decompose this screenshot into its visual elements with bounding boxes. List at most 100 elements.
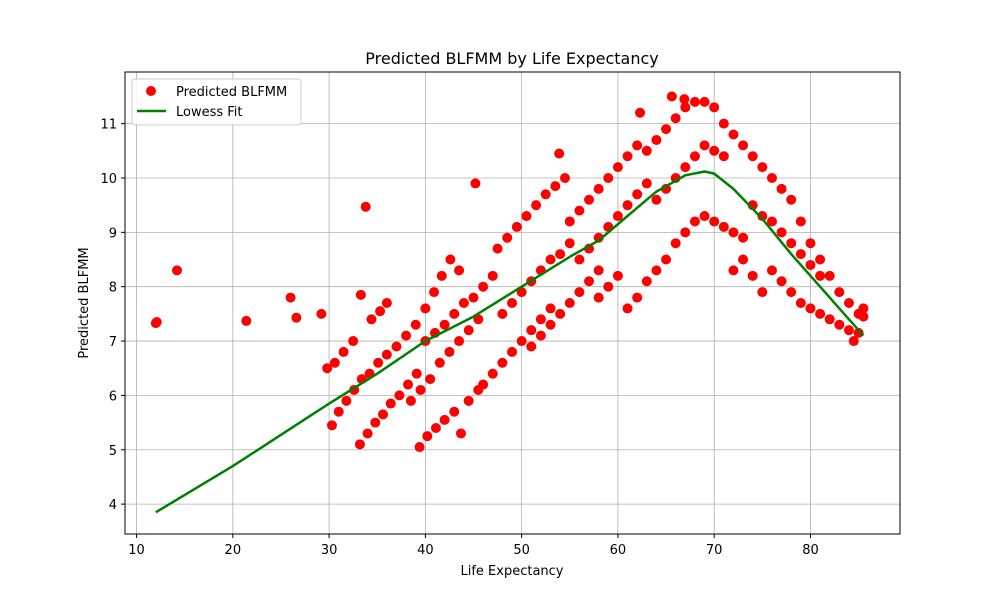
data-point — [622, 151, 633, 162]
x-tick-label: 60 — [610, 543, 627, 558]
data-point — [439, 414, 450, 425]
data-point — [564, 298, 575, 308]
data-point — [473, 314, 484, 325]
data-point — [354, 439, 365, 450]
data-point — [338, 346, 349, 357]
data-point — [401, 330, 412, 341]
data-point — [554, 148, 565, 159]
data-point — [786, 194, 797, 205]
data-point — [651, 134, 662, 145]
data-point — [641, 178, 652, 189]
legend-label-predicted: Predicted BLFMM — [176, 85, 287, 100]
x-tick-label: 70 — [706, 543, 723, 558]
data-point — [680, 102, 691, 113]
data-point — [738, 140, 749, 151]
data-point — [322, 363, 333, 374]
data-point — [776, 276, 787, 287]
data-point — [360, 201, 371, 212]
data-point — [747, 151, 758, 162]
data-point — [333, 406, 344, 417]
scatter-points — [150, 91, 869, 453]
y-tick-label: 11 — [100, 118, 117, 133]
data-point — [603, 281, 614, 292]
data-point — [728, 227, 739, 238]
legend-marker-predicted — [146, 86, 156, 96]
data-point — [574, 205, 585, 216]
y-axis-ticks: 4 5 6 7 8 9 10 11 — [100, 118, 125, 513]
data-point — [526, 341, 537, 352]
x-axis-ticks: 10 20 30 40 50 60 70 80 — [128, 534, 819, 558]
data-point — [381, 349, 392, 360]
data-point — [584, 194, 595, 205]
y-tick-label: 4 — [109, 498, 117, 513]
data-point — [497, 357, 508, 368]
data-point — [241, 315, 252, 326]
data-point — [362, 428, 373, 439]
data-point — [766, 172, 777, 183]
y-tick-label: 5 — [109, 444, 117, 459]
data-point — [848, 336, 859, 347]
data-point — [316, 308, 327, 319]
data-point — [709, 216, 720, 227]
data-point — [728, 129, 739, 140]
data-point — [516, 336, 527, 347]
data-point — [815, 270, 826, 281]
data-point — [776, 227, 787, 238]
data-point — [454, 265, 465, 276]
data-point — [535, 314, 546, 325]
data-point — [507, 346, 518, 357]
data-point — [661, 124, 672, 135]
data-point — [680, 162, 691, 173]
data-point — [709, 145, 720, 156]
data-point — [348, 336, 359, 347]
data-point — [444, 346, 455, 357]
data-point — [375, 306, 386, 317]
data-point — [449, 406, 460, 417]
grid-lines — [125, 72, 900, 534]
data-point — [699, 96, 710, 107]
data-point — [612, 162, 623, 173]
data-point — [468, 292, 479, 303]
data-point — [843, 325, 854, 336]
data-point — [415, 384, 426, 395]
data-point — [341, 395, 352, 406]
data-point — [454, 336, 465, 347]
data-point — [478, 379, 489, 390]
plot-frame — [124, 71, 901, 535]
data-point — [425, 374, 436, 385]
data-point — [593, 232, 604, 243]
data-point — [815, 254, 826, 265]
data-point — [366, 314, 377, 325]
data-point — [766, 216, 777, 227]
data-point — [738, 232, 749, 243]
lowess-line — [155, 170, 865, 514]
data-point — [689, 151, 700, 162]
data-point — [718, 151, 729, 162]
data-point — [666, 91, 677, 102]
data-point — [661, 254, 672, 265]
data-point — [394, 390, 405, 401]
data-point — [521, 211, 532, 222]
legend-label-lowess: Lowess Fit — [176, 105, 243, 120]
data-point — [858, 303, 869, 314]
data-point — [429, 287, 440, 298]
data-point — [679, 94, 690, 105]
data-point — [370, 417, 381, 428]
data-point — [853, 327, 864, 338]
data-point — [458, 298, 469, 308]
data-point — [670, 113, 681, 124]
data-point — [757, 287, 768, 298]
data-point — [411, 368, 422, 379]
data-point — [651, 265, 662, 276]
data-point — [445, 254, 456, 265]
legend: Predicted BLFMM Lowess Fit — [131, 78, 302, 126]
data-point — [824, 314, 835, 325]
data-point — [381, 298, 392, 308]
data-point — [805, 303, 816, 314]
data-point — [410, 319, 421, 330]
data-point — [492, 243, 503, 254]
data-point — [326, 420, 337, 431]
data-point — [414, 442, 425, 453]
data-point — [858, 311, 869, 322]
data-point — [584, 276, 595, 287]
